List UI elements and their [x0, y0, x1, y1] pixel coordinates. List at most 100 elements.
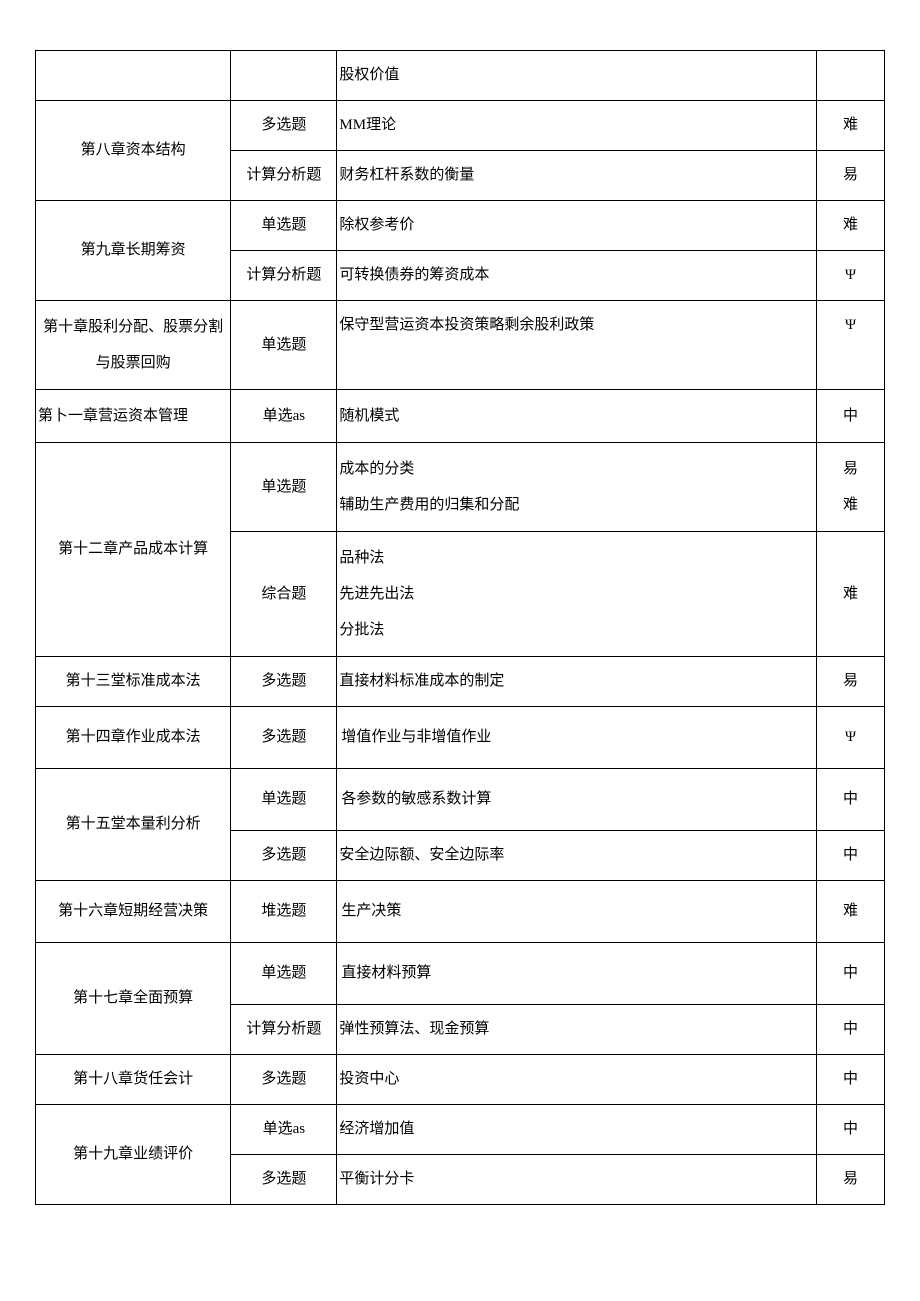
- topic-line: 分批法: [339, 622, 384, 638]
- chapter-cell: 第十二章产品成本计算: [36, 443, 231, 657]
- topic-cell: 经济增加值: [337, 1105, 817, 1155]
- question-type-cell: 多选题: [231, 657, 337, 707]
- question-type-label: 单选题: [231, 321, 336, 370]
- question-type-label: 单选题: [231, 769, 336, 830]
- difficulty-cell: [817, 51, 885, 101]
- table-row: 第十三堂标准成本法多选题直接材料标准成本的制定易: [36, 657, 885, 707]
- question-type-cell: 多选题: [231, 1055, 337, 1105]
- chapter-cell: 第十九章业绩评价: [36, 1105, 231, 1205]
- topic-cell: 平衡计分卡: [337, 1155, 817, 1205]
- difficulty-cell: 难: [817, 201, 885, 251]
- table-row: 第十二章产品成本计算单选题成本的分类辅助生产费用的归集和分配易难: [36, 443, 885, 532]
- chapter-label: 第九章长期筹资: [36, 226, 230, 275]
- chapter-cell: 第十三堂标准成本法: [36, 657, 231, 707]
- topic-cell: 投资中心: [337, 1055, 817, 1105]
- question-type-cell: 计算分析题: [231, 151, 337, 201]
- question-type-label: 多选题: [231, 831, 336, 880]
- topic-label: 生产决策: [337, 881, 816, 942]
- question-type-label: 多选题: [231, 657, 336, 706]
- difficulty-label: Ψ: [817, 707, 884, 768]
- topic-label: MM理论: [337, 101, 816, 150]
- table-row: 股权价值: [36, 51, 885, 101]
- table-row: 第十七章全面预算单选题直接材料预算中: [36, 943, 885, 1005]
- chapter-label: 第十七章全面预算: [36, 974, 230, 1023]
- topic-cell: 财务杠杆系数的衡量: [337, 151, 817, 201]
- question-type-cell: 多选题: [231, 101, 337, 151]
- chapter-label: 第十九章业绩评价: [36, 1130, 230, 1179]
- question-type-cell: 单选题: [231, 201, 337, 251]
- chapter-cell: 第十章股利分配、股票分割与股票回购: [36, 301, 231, 390]
- chapter-label: 第十章股利分配、股票分割与股票回购: [36, 301, 230, 389]
- chapter-cell: 第十四章作业成本法: [36, 707, 231, 769]
- topic-label: 可转换债券的筹资成本: [337, 251, 816, 300]
- table-row: 第十五堂本量利分析单选题各参数的敏感系数计算中: [36, 769, 885, 831]
- table-body: 股权价值第八章资本结构多选题MM理论难计算分析题财务杠杆系数的衡量易第九章长期筹…: [36, 51, 885, 1205]
- topic-cell: 增值作业与非增值作业: [337, 707, 817, 769]
- question-type-cell: 单选题: [231, 769, 337, 831]
- question-type-label: 多选题: [231, 1155, 336, 1204]
- difficulty-cell: Ψ: [817, 251, 885, 301]
- chapter-cell: 第十八章货任会计: [36, 1055, 231, 1105]
- table-row: 第十四章作业成本法多选题增值作业与非增值作业Ψ: [36, 707, 885, 769]
- difficulty-cell: 难: [817, 101, 885, 151]
- difficulty-label: 难: [817, 201, 884, 250]
- difficulty-cell: Ψ: [817, 301, 885, 390]
- difficulty-cell: Ψ: [817, 707, 885, 769]
- question-type-cell: 单选题: [231, 443, 337, 532]
- difficulty-label: 中: [817, 392, 884, 441]
- topic-cell: 弹性预算法、现金预算: [337, 1005, 817, 1055]
- chapter-label: 第十五堂本量利分析: [36, 800, 230, 849]
- chapter-cell: 第卜一章营运资本管理: [36, 390, 231, 443]
- question-type-cell: 单选as: [231, 390, 337, 443]
- difficulty-cell: 易: [817, 657, 885, 707]
- difficulty-cell: 中: [817, 831, 885, 881]
- topic-label: 股权价值: [337, 51, 816, 100]
- table-row: 第十章股利分配、股票分割与股票回购单选题保守型营运资本投资策略剩余股利政策Ψ: [36, 301, 885, 390]
- difficulty-label: 易: [817, 151, 884, 200]
- table-row: 第十六章短期经营决策堆选题生产决策难: [36, 881, 885, 943]
- difficulty-cell: 中: [817, 1005, 885, 1055]
- difficulty-cell: 中: [817, 390, 885, 443]
- topic-label: 直接材料标准成本的制定: [337, 657, 816, 706]
- question-type-label: 计算分析题: [231, 251, 336, 300]
- difficulty-line: 难: [843, 497, 858, 513]
- question-type-label: 单选as: [231, 392, 336, 441]
- topic-label: 安全边际额、安全边际率: [337, 831, 816, 880]
- chapter-cell: [36, 51, 231, 101]
- question-type-cell: 多选题: [231, 831, 337, 881]
- difficulty-cell: 易难: [817, 443, 885, 532]
- chapter-label: 第十三堂标准成本法: [36, 657, 230, 706]
- difficulty-label: Ψ: [817, 301, 884, 350]
- chapter-cell: 第十六章短期经营决策: [36, 881, 231, 943]
- topic-label: 保守型营运资本投资策略剩余股利政策: [337, 301, 816, 350]
- difficulty-label: 易: [817, 1155, 884, 1204]
- difficulty-label: 中: [817, 1055, 884, 1104]
- topic-label: 随机模式: [337, 392, 816, 441]
- question-type-label: 计算分析题: [231, 151, 336, 200]
- difficulty-cell: 中: [817, 943, 885, 1005]
- topic-cell: 可转换债券的筹资成本: [337, 251, 817, 301]
- topic-label: 投资中心: [337, 1055, 816, 1104]
- difficulty-label: 难: [817, 101, 884, 150]
- topic-cell: 直接材料标准成本的制定: [337, 657, 817, 707]
- chapter-cell: 第十五堂本量利分析: [36, 769, 231, 881]
- chapter-label: 第八章资本结构: [36, 126, 230, 175]
- chapter-cell: 第八章资本结构: [36, 101, 231, 201]
- table-row: 第十八章货任会计多选题投资中心中: [36, 1055, 885, 1105]
- topic-cell: 除权参考价: [337, 201, 817, 251]
- question-type-label: 计算分析题: [231, 1005, 336, 1054]
- topic-cell: MM理论: [337, 101, 817, 151]
- topic-label: 增值作业与非增值作业: [337, 707, 816, 768]
- difficulty-label: 易难: [817, 443, 884, 531]
- topic-label: 经济增加值: [337, 1105, 816, 1154]
- topic-line: 先进先出法: [339, 586, 414, 602]
- question-type-label: 单选题: [231, 463, 336, 512]
- topic-label: 弹性预算法、现金预算: [337, 1005, 816, 1054]
- topic-label: 各参数的敏感系数计算: [337, 769, 816, 830]
- table-row: 第八章资本结构多选题MM理论难: [36, 101, 885, 151]
- topic-label: 财务杠杆系数的衡量: [337, 151, 816, 200]
- question-type-cell: 多选题: [231, 1155, 337, 1205]
- question-type-label: 综合题: [231, 570, 336, 619]
- topic-cell: 股权价值: [337, 51, 817, 101]
- topic-line: 辅助生产费用的归集和分配: [339, 497, 519, 513]
